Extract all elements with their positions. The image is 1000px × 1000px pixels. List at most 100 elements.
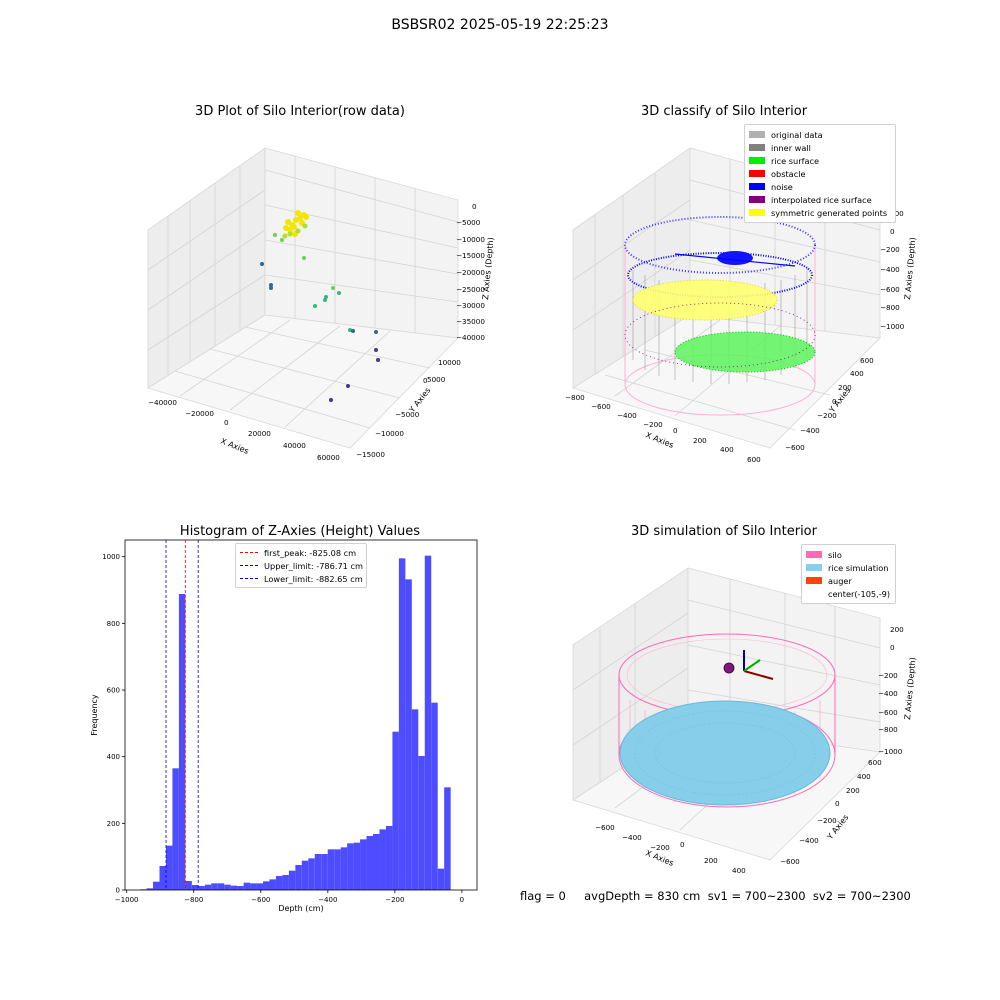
x-tick-label: −800 — [184, 896, 203, 904]
panel1-xlabel: X Axies — [219, 437, 250, 456]
p4-ytick: −400 — [799, 836, 819, 845]
p2-xtick: −600 — [591, 402, 611, 411]
p4-xtick: 0 — [680, 840, 685, 849]
histogram-bar — [211, 883, 218, 890]
histogram-bar — [444, 787, 451, 890]
histogram-bar — [405, 579, 412, 890]
histogram-bar — [243, 882, 251, 890]
p1-ztick: −30000 — [456, 301, 485, 310]
p2-ztick: −200 — [880, 245, 900, 254]
p2-xtick: 600 — [747, 455, 761, 464]
panel2-z-ticks: −1000 −800 −600 −400 −200 0 200 — [880, 209, 905, 331]
histogram-bar — [256, 883, 264, 890]
panel1-y-ticks: −15000 −10000 −5000 0 5000 10000 — [356, 358, 461, 459]
legend-item: rice surface — [749, 154, 891, 167]
panel1-z-ticks: −40000 −35000 −30000 −25000 −20000 −1500… — [456, 202, 485, 342]
legend-item: silo — [806, 548, 891, 561]
panel2-x-ticks: −800 −600 −400 −200 0 200 400 600 — [565, 393, 761, 464]
legend-item: Upper_limit: -786.71 cm — [240, 559, 363, 572]
histogram-bar — [314, 854, 322, 890]
p4-ztick: −600 — [878, 708, 898, 717]
panel4-legend: silo rice simulation auger center(-105,-… — [801, 544, 896, 604]
histogram-bar — [411, 709, 419, 890]
histogram-bar — [198, 886, 205, 890]
legend-label: Upper_limit: -786.71 cm — [264, 560, 363, 571]
panel2-y-ticks: −600 −400 −200 0 200 400 600 — [785, 356, 874, 452]
p1-ztick: −35000 — [456, 317, 485, 326]
p1-xtick: 60000 — [317, 453, 340, 462]
legend-swatch — [806, 577, 822, 584]
p2-ytick: −400 — [800, 426, 820, 435]
axis-y-arrow — [743, 659, 761, 672]
panel4-x-ticks: −600 −400 −200 0 200 400 — [595, 823, 746, 875]
histogram-bar — [172, 768, 179, 890]
p1-ztick: −15000 — [456, 251, 485, 260]
panel4-surfaces — [618, 633, 836, 808]
p4-xtick: −200 — [650, 843, 670, 852]
p4-ztick: 200 — [890, 625, 904, 634]
histogram-bar — [224, 884, 231, 890]
y-tick-label: 400 — [107, 753, 120, 761]
legend-swatch — [749, 144, 765, 151]
histogram-bar — [204, 884, 212, 890]
histogram-legend: first_peak: -825.08 cm Upper_limit: -786… — [235, 543, 367, 588]
legend-item: center(-105,-9) — [806, 587, 891, 600]
legend-swatch — [806, 551, 822, 558]
legend-label: auger — [828, 575, 852, 586]
histogram-frame — [124, 539, 478, 891]
histogram-bar — [373, 834, 380, 890]
legend-swatch — [749, 157, 765, 164]
p2-ytick: 600 — [860, 356, 874, 365]
histogram-bar — [366, 836, 374, 890]
p2-ztick: −1000 — [880, 322, 905, 331]
status-footer: flag = 0 avgDepth = 830 cm sv1 = 700~230… — [520, 889, 911, 903]
p1-xtick: −20000 — [185, 409, 214, 418]
histogram-bar — [327, 849, 335, 890]
histogram-bar — [230, 885, 238, 890]
histogram-bar — [165, 845, 173, 890]
histogram-bar — [191, 885, 199, 890]
x-tick-label: −1000 — [115, 896, 139, 904]
histogram-bar — [431, 702, 438, 890]
p1-ytick: 10000 — [438, 358, 461, 367]
legend-label: obstacle — [771, 168, 806, 179]
histogram-bar — [437, 868, 445, 890]
p1-ztick: −20000 — [456, 268, 485, 277]
histogram-chart: −1000 −800 −600 −400 −200 0 0 200 400 600 800 1000… — [90, 539, 478, 913]
histogram-bar — [340, 847, 348, 890]
legend-label: rice surface — [771, 155, 820, 166]
p4-ztick: 0 — [890, 643, 895, 652]
panel2-title: 3D classify of Silo Interior — [640, 104, 808, 119]
p2-ztick: 0 — [890, 227, 895, 236]
y-tick-label: 200 — [107, 820, 120, 828]
legend-swatch — [749, 196, 765, 203]
histogram-bars — [140, 555, 451, 890]
histogram-bar — [275, 876, 283, 890]
p4-xtick: 200 — [704, 856, 718, 865]
legend-swatch — [806, 590, 822, 597]
p1-ztick: −5000 — [456, 218, 481, 227]
panel3-title: Histogram of Z-Axies (Height) Values — [179, 524, 421, 539]
histogram-bar — [159, 866, 166, 890]
p2-ytick: 200 — [838, 383, 852, 392]
p4-xtick: −600 — [595, 823, 615, 832]
legend-label: interpolated rice surface — [771, 194, 872, 205]
histogram-bar — [217, 883, 225, 890]
p2-ytick: 0 — [832, 397, 837, 406]
histogram-bar — [347, 843, 354, 890]
histogram-bar — [146, 888, 154, 890]
histogram-bar — [379, 829, 386, 890]
histogram-bar — [353, 842, 361, 890]
legend-item: auger — [806, 574, 891, 587]
p1-ztick: −10000 — [456, 235, 485, 244]
legend-label: silo — [828, 549, 842, 560]
legend-line — [240, 552, 258, 553]
legend-swatch — [749, 131, 765, 138]
x-tick-label: 0 — [460, 896, 464, 904]
p4-ztick: −1000 — [878, 747, 903, 756]
histogram-bar — [334, 849, 341, 890]
histogram-bar — [418, 756, 425, 890]
panel1-zlabel: Z Axies (Depth) — [481, 237, 495, 300]
legend-line — [240, 565, 258, 566]
legend-item: inner wall — [749, 141, 891, 154]
